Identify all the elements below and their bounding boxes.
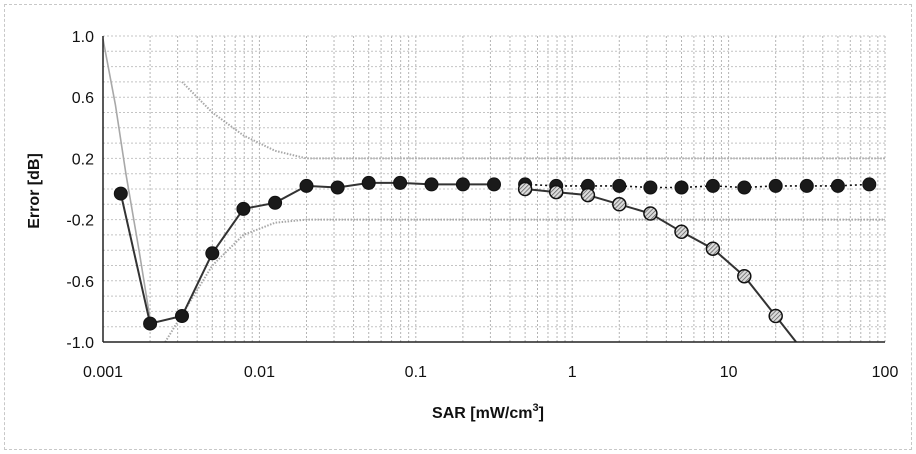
x-tick-label: 10 xyxy=(720,364,738,381)
series-1-point xyxy=(299,178,314,193)
x-tick-label: 1 xyxy=(568,364,577,381)
series-3-point xyxy=(737,268,752,284)
series-3-line xyxy=(525,188,797,343)
series-3-point xyxy=(517,181,533,197)
y-axis-title: Error [dB] xyxy=(26,153,43,229)
series-2-point xyxy=(768,178,783,193)
y-tick-label: -0.6 xyxy=(66,274,94,291)
x-axis-title: SAR [mW/cm3] xyxy=(432,402,544,422)
series-3-point xyxy=(548,184,564,200)
band-lower-line xyxy=(164,218,885,343)
band-left-curve xyxy=(102,38,151,320)
series-3-point xyxy=(580,187,596,203)
series-2-point xyxy=(674,180,689,195)
series-3-point xyxy=(674,224,689,240)
series-1-point xyxy=(487,177,501,192)
x-tick-label: 0.001 xyxy=(83,364,123,381)
series-1-point xyxy=(205,246,220,261)
series-2-point xyxy=(799,178,814,193)
x-tick-label: 0.1 xyxy=(405,364,427,381)
series-3-point xyxy=(768,308,783,324)
series-1-point xyxy=(330,180,345,195)
series-1-point xyxy=(455,177,470,192)
series-1-point xyxy=(393,175,408,190)
x-tick-label: 0.01 xyxy=(244,364,275,381)
axes xyxy=(102,36,885,343)
series-3-point xyxy=(612,197,627,212)
series-2-line xyxy=(525,183,870,189)
series-2-point xyxy=(830,178,845,193)
series-3-point xyxy=(643,206,658,221)
y-tick-label: -1.0 xyxy=(66,335,94,352)
chart-frame xyxy=(4,4,912,450)
series-2-point xyxy=(705,178,720,193)
series-1-point xyxy=(113,186,128,201)
x-tick-label: 100 xyxy=(872,364,899,381)
uncertainty-band xyxy=(102,38,885,343)
y-tick-label: 0.2 xyxy=(72,151,94,168)
series-1-point xyxy=(236,201,251,216)
series-2-point xyxy=(737,180,752,195)
y-tick-label: -0.2 xyxy=(66,213,94,230)
y-tick-label: 1.0 xyxy=(72,29,94,46)
series-layer xyxy=(113,175,877,343)
series-3-point xyxy=(705,241,721,256)
series-2-point xyxy=(643,180,658,195)
series-2-point xyxy=(862,177,877,192)
series-1-point xyxy=(424,177,439,192)
series-1-point xyxy=(268,195,283,210)
band-upper-line xyxy=(181,81,885,160)
series-1-point xyxy=(143,316,158,331)
y-tick-label: 0.6 xyxy=(72,90,94,107)
series-2-point xyxy=(612,178,627,193)
series-1-point xyxy=(361,175,376,190)
tick-labels: 0.001 0.01 0.1 1 10 100 1.0 0.6 0.2 -0.2 -0.6 -1.0 xyxy=(66,29,898,381)
series-1-point xyxy=(175,309,189,323)
